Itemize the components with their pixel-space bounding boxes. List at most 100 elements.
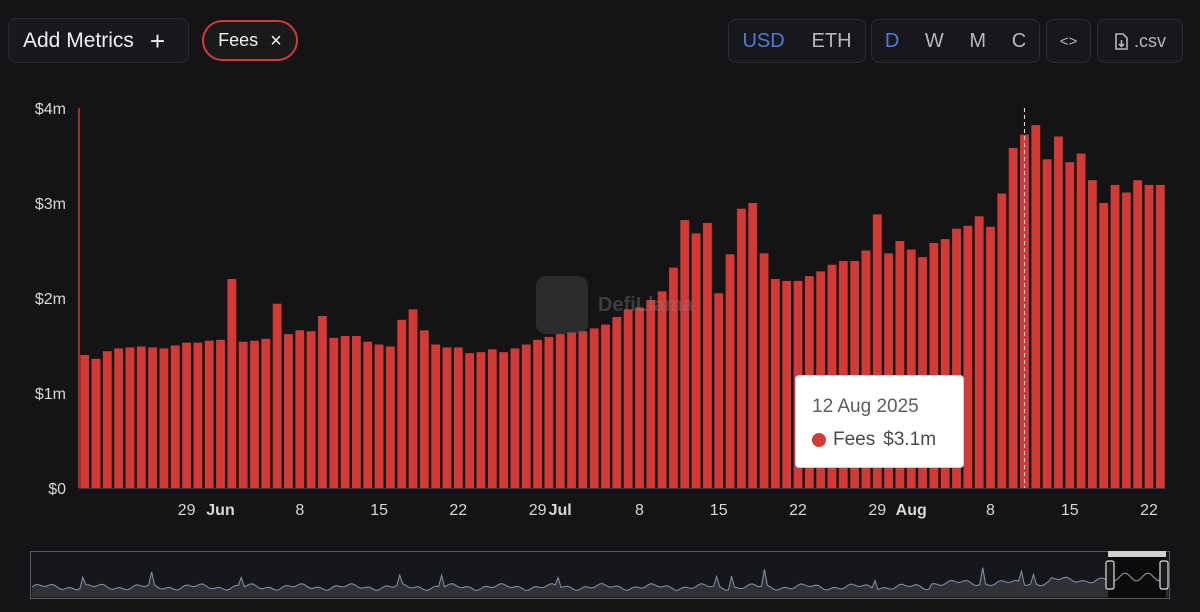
- add-metrics-button[interactable]: Add Metrics +: [8, 18, 189, 63]
- bar[interactable]: [544, 336, 554, 488]
- bar[interactable]: [623, 309, 633, 488]
- bar[interactable]: [442, 347, 452, 488]
- bar[interactable]: [612, 317, 622, 488]
- bar[interactable]: [1099, 203, 1109, 488]
- bar[interactable]: [284, 334, 293, 488]
- bar[interactable]: [838, 260, 848, 488]
- bar[interactable]: [974, 216, 984, 489]
- bar[interactable]: [861, 250, 871, 489]
- bar[interactable]: [601, 324, 610, 488]
- period-day-button[interactable]: D: [884, 29, 900, 52]
- currency-usd-button[interactable]: USD: [742, 29, 785, 52]
- bar[interactable]: [872, 214, 882, 488]
- csv-download-button[interactable]: .csv: [1097, 19, 1183, 63]
- bar[interactable]: [906, 249, 916, 488]
- bar[interactable]: [125, 347, 135, 488]
- bar[interactable]: [646, 299, 656, 488]
- bar[interactable]: [657, 291, 667, 488]
- bar[interactable]: [589, 328, 599, 488]
- bar[interactable]: [1076, 153, 1086, 488]
- navigator-drag-bar[interactable]: [1108, 551, 1166, 557]
- bar[interactable]: [759, 253, 769, 488]
- bar[interactable]: [329, 337, 339, 488]
- bar[interactable]: [318, 316, 327, 488]
- bar[interactable]: [102, 351, 112, 488]
- bar[interactable]: [895, 241, 905, 488]
- bar[interactable]: [952, 228, 961, 488]
- bar[interactable]: [1087, 180, 1097, 488]
- bar[interactable]: [555, 334, 565, 488]
- bar[interactable]: [261, 338, 271, 488]
- period-month-button[interactable]: M: [969, 29, 987, 52]
- bar[interactable]: [1065, 162, 1075, 488]
- bar[interactable]: [476, 352, 486, 488]
- bar[interactable]: [533, 339, 542, 488]
- bar[interactable]: [306, 331, 316, 488]
- bar[interactable]: [510, 348, 520, 488]
- bar[interactable]: [1054, 136, 1063, 489]
- bar[interactable]: [748, 203, 758, 488]
- bar[interactable]: [567, 332, 576, 488]
- bar[interactable]: [691, 233, 701, 488]
- bar[interactable]: [204, 340, 214, 488]
- bar[interactable]: [714, 293, 724, 488]
- bar[interactable]: [397, 319, 407, 488]
- bar[interactable]: [635, 307, 644, 489]
- bar[interactable]: [238, 341, 248, 488]
- bar[interactable]: [352, 336, 361, 488]
- bar[interactable]: [963, 225, 973, 489]
- bar[interactable]: [940, 239, 950, 488]
- bar[interactable]: [431, 344, 441, 488]
- currency-eth-button[interactable]: ETH: [811, 29, 852, 52]
- bar[interactable]: [918, 257, 927, 488]
- bar[interactable]: [340, 336, 350, 488]
- navigator-handle-left[interactable]: [1105, 560, 1115, 590]
- bar[interactable]: [997, 193, 1007, 489]
- bar[interactable]: [148, 347, 158, 488]
- period-week-button[interactable]: W: [924, 29, 944, 52]
- bar[interactable]: [193, 342, 203, 488]
- bar[interactable]: [1144, 184, 1154, 488]
- bar[interactable]: [1155, 184, 1165, 488]
- bar[interactable]: [680, 220, 690, 488]
- bar[interactable]: [669, 267, 678, 488]
- bar[interactable]: [80, 355, 90, 488]
- bar[interactable]: [703, 222, 712, 488]
- bar[interactable]: [1121, 192, 1131, 489]
- bar[interactable]: [363, 341, 373, 488]
- bar[interactable]: [850, 260, 860, 488]
- bar[interactable]: [227, 279, 237, 488]
- bar[interactable]: [250, 340, 259, 488]
- bar[interactable]: [578, 331, 588, 488]
- bar[interactable]: [521, 344, 531, 488]
- bar[interactable]: [1042, 159, 1052, 489]
- bar[interactable]: [419, 330, 429, 488]
- bar[interactable]: [782, 280, 792, 488]
- bar[interactable]: [216, 339, 225, 488]
- bar[interactable]: [182, 342, 191, 488]
- bar[interactable]: [272, 303, 282, 488]
- navigator-selection[interactable]: [1108, 552, 1166, 598]
- bar[interactable]: [408, 309, 418, 488]
- bar[interactable]: [1110, 184, 1120, 488]
- bar[interactable]: [136, 346, 146, 488]
- bar[interactable]: [91, 358, 101, 488]
- bar[interactable]: [159, 348, 169, 488]
- bar[interactable]: [499, 352, 509, 488]
- bar[interactable]: [929, 242, 939, 488]
- bar[interactable]: [374, 344, 384, 488]
- bar[interactable]: [1133, 180, 1143, 488]
- bar[interactable]: [736, 208, 746, 488]
- bar[interactable]: [884, 253, 893, 488]
- period-cumulative-button[interactable]: C: [1011, 29, 1027, 52]
- bar[interactable]: [170, 345, 180, 489]
- close-icon[interactable]: ×: [270, 29, 282, 52]
- embed-button[interactable]: <>: [1046, 19, 1091, 63]
- bar[interactable]: [1008, 147, 1018, 488]
- bar[interactable]: [725, 254, 735, 488]
- bar[interactable]: [453, 347, 463, 488]
- bar[interactable]: [1031, 125, 1041, 488]
- bar[interactable]: [986, 226, 995, 488]
- fees-metric-chip[interactable]: Fees ×: [202, 20, 298, 61]
